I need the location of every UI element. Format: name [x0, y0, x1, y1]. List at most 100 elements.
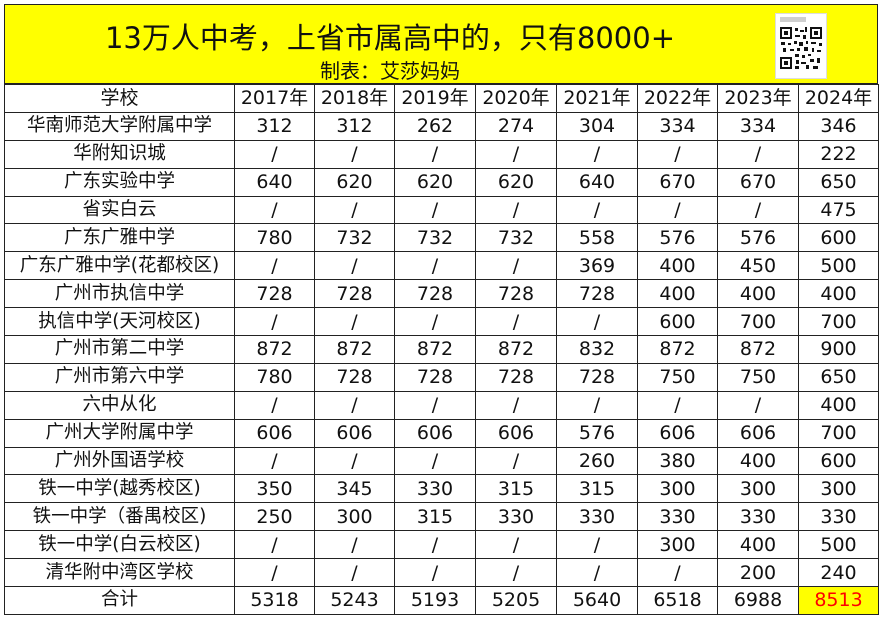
value-cell: / — [637, 558, 718, 588]
value-cell: 6518 — [637, 586, 718, 615]
value-cell: / — [475, 558, 557, 588]
value-cell: 300 — [717, 474, 799, 504]
value-cell: / — [234, 558, 315, 588]
header-cell: 学校 — [4, 84, 235, 113]
value-cell: / — [394, 195, 476, 225]
value-cell: / — [475, 195, 557, 225]
table-row: 省实白云 / / / / / //475 — [4, 195, 879, 225]
value-cell: 345 — [314, 474, 395, 504]
value-cell: 300 — [314, 502, 395, 532]
value-cell: 700 — [798, 307, 879, 337]
value-cell: 728 — [475, 279, 557, 309]
value-cell: 750 — [717, 362, 799, 392]
value-cell: 732 — [314, 223, 395, 253]
value-cell: 640 — [234, 167, 315, 197]
school-cell: 广州大学附属中学 — [4, 418, 235, 448]
value-cell: / — [637, 195, 718, 225]
value-cell: / — [314, 446, 395, 476]
table-row: 清华附中湾区学校 / / / / //200 240 — [4, 558, 879, 588]
value-cell: / — [637, 390, 718, 420]
value-cell: 500 — [798, 530, 879, 560]
value-cell: 450 — [717, 251, 799, 281]
value-cell: 6988 — [717, 586, 799, 615]
value-cell: / — [717, 195, 799, 225]
qr-caption-bar — [780, 17, 806, 22]
value-cell: 312 — [314, 111, 395, 141]
value-cell: 600 — [798, 446, 879, 476]
value-cell: / — [394, 446, 476, 476]
value-cell: 315 — [556, 474, 638, 504]
value-cell: 334 — [637, 111, 718, 141]
value-cell: 558 — [556, 223, 638, 253]
value-cell: / — [717, 139, 799, 169]
value-cell: 5193 — [394, 586, 476, 615]
value-cell: / — [314, 390, 395, 420]
value-cell: / — [475, 307, 557, 337]
header-cell: 2019年 — [394, 84, 476, 113]
table-row: 铁一中学（番禺校区) 250 300 315 330 330 330 330 330 — [4, 502, 879, 532]
highlighted-total-cell: 8513 — [798, 586, 879, 615]
value-cell: / — [314, 307, 395, 337]
value-cell: / — [475, 446, 557, 476]
value-cell: / — [234, 390, 315, 420]
value-cell: 606 — [234, 418, 315, 448]
value-cell: 728 — [394, 362, 476, 392]
value-cell: 350 — [234, 474, 315, 504]
school-cell: 铁一中学(越秀校区) — [4, 474, 235, 504]
value-cell: 315 — [394, 502, 476, 532]
table-row: 广东广雅中学(花都校区) / / //369 400 450 500 — [4, 251, 879, 281]
value-cell: / — [556, 530, 638, 560]
value-cell: 872 — [717, 335, 799, 364]
value-cell: 728 — [314, 279, 395, 309]
table-row: 六中从化 / / / / / //400 — [4, 390, 879, 420]
value-cell: 900 — [798, 335, 879, 364]
value-cell: 832 — [556, 335, 638, 364]
value-cell: / — [475, 139, 557, 169]
value-cell: 620 — [394, 167, 476, 197]
value-cell: 728 — [314, 362, 395, 392]
value-cell: 728 — [234, 279, 315, 309]
value-cell: 250 — [234, 502, 315, 532]
school-cell: 广州市执信中学 — [4, 279, 235, 309]
value-cell: / — [475, 530, 557, 560]
value-cell: 5640 — [556, 586, 638, 615]
value-cell: 262 — [394, 111, 476, 141]
value-cell: 330 — [798, 502, 879, 532]
table-row: 广东实验中学 640 620 620 620 640 670 670 650 — [4, 167, 879, 197]
value-cell: 400 — [798, 279, 879, 309]
value-cell: 872 — [234, 335, 315, 364]
value-cell: / — [234, 530, 315, 560]
value-cell: 732 — [475, 223, 557, 253]
header-cell: 2021年 — [556, 84, 638, 113]
value-cell: 300 — [798, 474, 879, 504]
value-cell: / — [637, 139, 718, 169]
value-cell: / — [556, 307, 638, 337]
table-row: 广州外国语学校 / / //260 380 400 600 — [4, 446, 879, 476]
value-cell: 606 — [475, 418, 557, 448]
value-cell: 500 — [798, 251, 879, 281]
value-cell: 346 — [798, 111, 879, 141]
table-row: 铁一中学(越秀校区) 350 345 330 315 315 300 300 300 — [4, 474, 879, 504]
value-cell: / — [234, 446, 315, 476]
value-cell: 576 — [637, 223, 718, 253]
value-cell: 400 — [637, 251, 718, 281]
value-cell: / — [394, 139, 476, 169]
value-cell: 872 — [394, 335, 476, 364]
school-cell: 合计 — [4, 586, 235, 615]
school-cell: 广东广雅中学 — [4, 223, 235, 253]
value-cell: / — [394, 558, 476, 588]
value-cell: 606 — [717, 418, 799, 448]
qr-code-icon — [775, 13, 827, 79]
table-row: 华南师范大学附属中学 312 312 262 274 304 334 334 346 — [4, 111, 879, 141]
value-cell: 380 — [637, 446, 718, 476]
header-cell: 2020年 — [475, 84, 557, 113]
value-cell: 576 — [556, 418, 638, 448]
value-cell: / — [234, 251, 315, 281]
header-cell: 2024年 — [798, 84, 879, 113]
value-cell: 312 — [234, 111, 315, 141]
value-cell: / — [556, 558, 638, 588]
qr-code-graphic — [779, 26, 823, 70]
table-row: 广州市第六中学 780 728 728 728 728 750 750 650 — [4, 362, 879, 392]
value-cell: / — [394, 390, 476, 420]
